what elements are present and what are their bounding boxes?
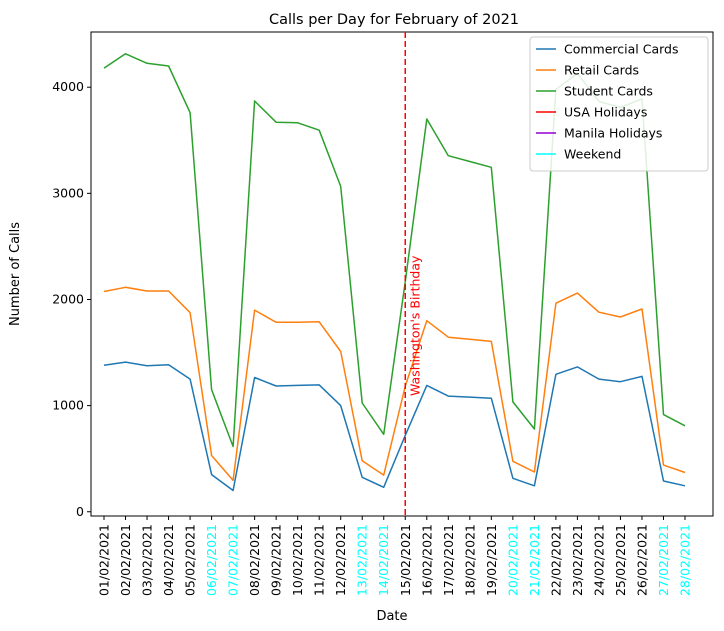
legend: Commercial Cards Retail Cards Student Card… xyxy=(529,36,709,172)
x-tick-label: 23/02/2021 xyxy=(570,524,585,596)
x-tick-label: 19/02/2021 xyxy=(484,524,499,596)
x-tick-label: 08/02/2021 xyxy=(247,524,262,596)
x-tick-label: 01/02/2021 xyxy=(97,524,112,596)
x-tick-label: 09/02/2021 xyxy=(269,524,284,596)
y-tick-label: 4000 xyxy=(52,79,84,94)
x-tick-label: 13/02/2021 xyxy=(355,524,370,596)
x-tick-label: 16/02/2021 xyxy=(419,524,434,596)
x-tick-label: 20/02/2021 xyxy=(505,524,520,596)
x-tick-label: 27/02/2021 xyxy=(656,524,671,596)
legend-label: Student Cards xyxy=(564,84,653,99)
legend-label: Manila Holidays xyxy=(564,126,662,141)
y-tick-label: 0 xyxy=(76,504,84,519)
y-tick-label: 1000 xyxy=(52,398,84,413)
y-tick-label: 2000 xyxy=(52,291,84,306)
x-tick-label: 21/02/2021 xyxy=(527,524,542,596)
legend-label: Retail Cards xyxy=(564,63,639,78)
x-tick-label: 10/02/2021 xyxy=(290,524,305,596)
series-line-retail-cards xyxy=(103,286,686,482)
x-tick-label: 11/02/2021 xyxy=(312,524,327,596)
x-tick-label: 15/02/2021 xyxy=(398,524,413,596)
x-tick-label: 25/02/2021 xyxy=(613,524,628,596)
y-axis-label: Number of Calls xyxy=(8,222,23,326)
x-tick-label: 26/02/2021 xyxy=(634,524,649,596)
x-tick-label: 14/02/2021 xyxy=(376,524,391,596)
y-axis: 0 1000 2000 3000 4000 xyxy=(52,79,91,519)
y-tick-label: 3000 xyxy=(52,185,84,200)
legend-label: USA Holidays xyxy=(564,105,647,120)
x-axis-label: Date xyxy=(376,609,407,624)
x-tick-label: 02/02/2021 xyxy=(118,524,133,596)
legend-label: Commercial Cards xyxy=(564,42,679,57)
x-tick-label: 17/02/2021 xyxy=(441,524,456,596)
x-tick-label: 06/02/2021 xyxy=(204,524,219,596)
x-tick-label: 05/02/2021 xyxy=(183,524,198,596)
x-tick-label: 28/02/2021 xyxy=(678,524,693,596)
x-tick-label: 03/02/2021 xyxy=(140,524,155,596)
x-tick-label: 12/02/2021 xyxy=(333,524,348,596)
annotations: Washington's Birthday xyxy=(404,32,422,516)
plot-frame xyxy=(90,31,714,517)
x-tick-label: 18/02/2021 xyxy=(462,524,477,596)
series-line-commercial-cards xyxy=(103,361,686,492)
holiday-label: Washington's Birthday xyxy=(407,255,422,396)
legend-box xyxy=(529,36,709,172)
x-tick-label: 22/02/2021 xyxy=(548,524,563,596)
chart-title: Calls per Day for February of 2021 xyxy=(269,12,519,28)
x-tick-label: 07/02/2021 xyxy=(226,524,241,596)
x-axis: 01/02/2021 02/02/2021 03/02/2021 04/02/2021… xyxy=(97,516,693,596)
x-tick-label: 24/02/2021 xyxy=(591,524,606,596)
legend-label: Weekend xyxy=(564,147,621,162)
x-tick-label: 04/02/2021 xyxy=(161,524,176,596)
